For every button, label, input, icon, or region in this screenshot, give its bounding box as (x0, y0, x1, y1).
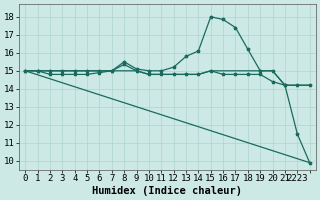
X-axis label: Humidex (Indice chaleur): Humidex (Indice chaleur) (92, 186, 243, 196)
